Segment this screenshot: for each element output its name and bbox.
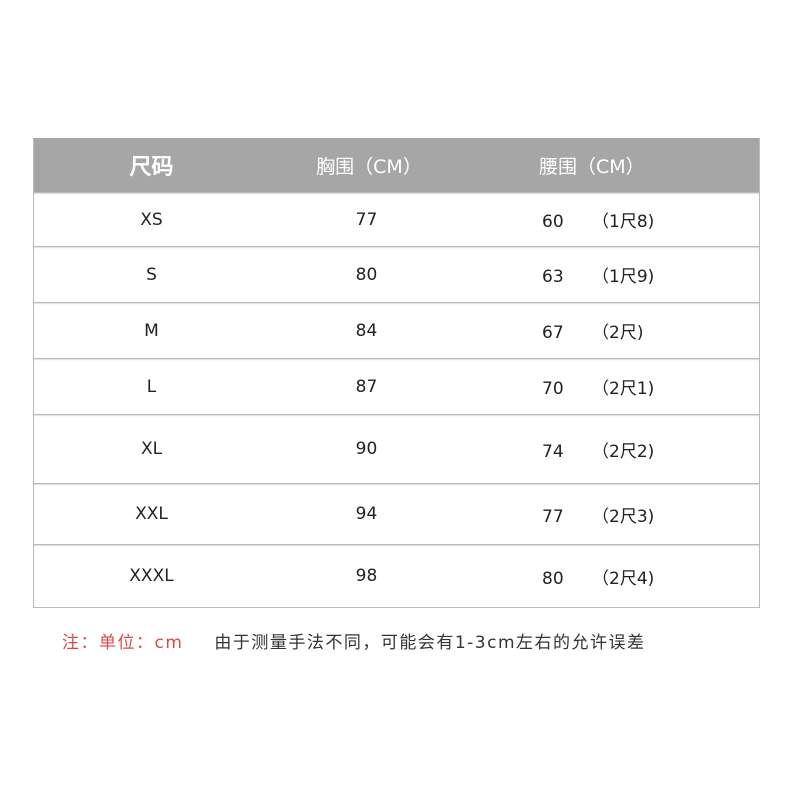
table-row: M 84 67 （2尺) <box>34 302 759 358</box>
waist-cell: 77 （2尺3) <box>542 502 654 527</box>
chest-cell: 77 <box>355 209 378 230</box>
size-cell: XS <box>140 209 163 230</box>
chest-cell: 87 <box>355 376 378 397</box>
size-cell: XL <box>140 439 163 459</box>
size-cell: M <box>144 320 159 341</box>
waist-chi: （2尺) <box>592 323 644 343</box>
size-cell: L <box>146 376 157 397</box>
chest-cell: 94 <box>355 504 378 524</box>
waist-cm: 74 <box>542 441 564 462</box>
waist-chi: （1尺9) <box>592 267 655 287</box>
table-header: 尺码 胸围（CM） 腰围（CM） <box>34 138 759 192</box>
waist-cell: 74 （2尺2) <box>542 437 654 462</box>
waist-cell: 80 （2尺4) <box>542 564 654 589</box>
table-row: XXXL 98 80 （2尺4) <box>34 544 759 607</box>
waist-cm: 70 <box>542 379 564 399</box>
waist-cell: 60 （1尺8) <box>542 207 654 232</box>
header-size: 尺码 <box>129 155 174 180</box>
waist-cm: 60 <box>542 212 564 232</box>
waist-chi: （2尺3) <box>592 506 655 527</box>
waist-cm: 77 <box>542 506 564 527</box>
footnote: 注：单位：cm 由于测量手法不同，可能会有1-3cm左右的允许误差 <box>62 628 646 653</box>
waist-chi: （2尺1) <box>592 379 655 399</box>
chest-cell: 80 <box>355 264 378 285</box>
chest-cell: 98 <box>355 566 378 586</box>
waist-cm: 67 <box>542 323 564 343</box>
waist-chi: （2尺4) <box>592 568 655 589</box>
waist-cm: 63 <box>542 267 564 287</box>
chest-cell: 84 <box>355 320 378 341</box>
size-cell: XXXL <box>129 566 174 586</box>
waist-cell: 70 （2尺1) <box>542 374 654 399</box>
chest-cell: 90 <box>355 439 378 459</box>
waist-cm: 80 <box>542 568 564 589</box>
table-row: XS 77 60 （1尺8) <box>34 192 759 246</box>
waist-cell: 67 （2尺) <box>542 318 643 343</box>
table-row: L 87 70 （2尺1) <box>34 358 759 414</box>
header-waist: 腰围（CM） <box>539 155 645 178</box>
tolerance-note: 由于测量手法不同，可能会有1-3cm左右的允许误差 <box>214 633 646 653</box>
header-chest: 胸围（CM） <box>316 155 422 178</box>
waist-cell: 63 （1尺9) <box>542 262 654 287</box>
size-chart-table: 尺码 胸围（CM） 腰围（CM） XS 77 60 （1尺8) S 80 63 （1尺… <box>33 138 760 608</box>
waist-chi: （2尺2) <box>592 441 655 462</box>
size-cell: S <box>146 264 157 285</box>
table-row: S 80 63 （1尺9) <box>34 246 759 302</box>
table-row: XL 90 74 （2尺2) <box>34 414 759 483</box>
unit-note: 注：单位：cm <box>62 633 184 653</box>
size-cell: XXL <box>135 504 168 524</box>
waist-chi: （1尺8) <box>592 212 655 232</box>
table-row: XXL 94 77 （2尺3) <box>34 483 759 544</box>
